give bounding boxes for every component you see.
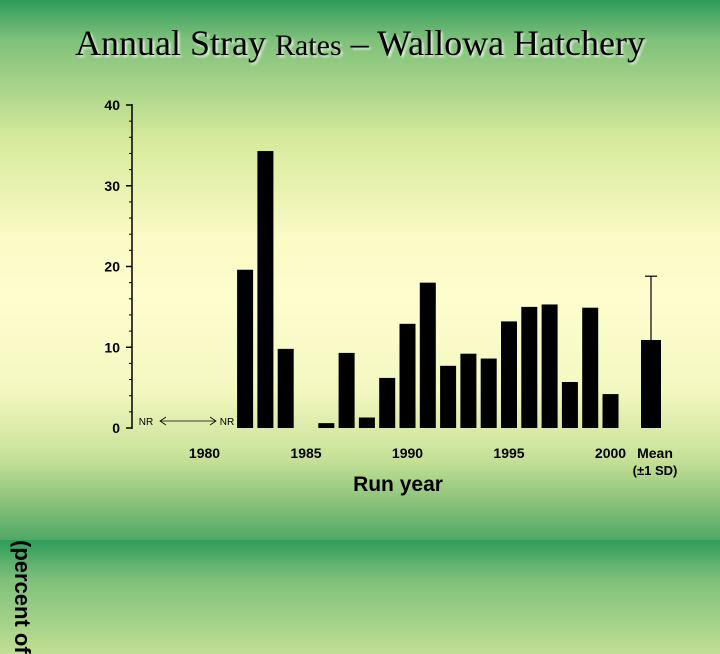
bar-1987: [338, 352, 355, 428]
mean-bar-group: Mean (±1 SD): [633, 275, 678, 478]
nr-label-right: NR: [220, 417, 234, 428]
x-axis-ticks: 1980 1985 1990 1995 2000: [189, 445, 626, 461]
bar-1982: [237, 269, 254, 428]
x-tick-label: 1995: [493, 445, 524, 461]
bar-1991: [419, 282, 436, 428]
nr-arrow-head-left: [159, 416, 167, 426]
y-axis-ticks: 0 10 20 30 40: [104, 97, 132, 436]
bar-1992: [440, 365, 457, 428]
bars: [237, 151, 619, 428]
mean-bar: [641, 339, 661, 428]
x-tick-label: 1990: [392, 445, 423, 461]
mean-sd-label: (±1 SD): [633, 463, 678, 478]
bar-2000: [602, 394, 619, 428]
nr-annotation: NR NR: [139, 416, 234, 428]
bar-1988: [358, 417, 375, 428]
mean-label: Mean: [637, 445, 673, 461]
y-axis-label: (percent of: [10, 540, 35, 654]
x-tick-label: 2000: [595, 445, 626, 461]
nr-label-left: NR: [139, 417, 153, 428]
bar-1984: [277, 348, 294, 428]
bar-1995: [501, 321, 517, 428]
bar-1989: [379, 377, 396, 428]
title-part-1: Annual Stray: [75, 23, 266, 63]
bar-chart: 0 10 20 30 40 1980 1985 1990 1995 2000 NR NR Mean…: [104, 97, 678, 496]
bar-1997: [541, 304, 558, 428]
y-tick-label: 30: [104, 178, 120, 194]
x-axis-label: Run year: [353, 473, 443, 496]
bar-1983: [257, 151, 274, 428]
slide-title: Annual Stray Rates – Wallowa Hatchery: [0, 22, 720, 64]
bar-1993: [460, 353, 477, 428]
bar-1996: [521, 306, 538, 428]
title-part-3: – Wallowa Hatchery: [350, 23, 645, 63]
bar-1999: [582, 307, 599, 428]
bar-1990: [399, 323, 416, 428]
title-part-2: Rates: [274, 29, 342, 62]
y-tick-label: 0: [112, 420, 120, 436]
bar-1986: [318, 423, 335, 428]
y-tick-label: 40: [104, 97, 120, 113]
x-tick-label: 1980: [189, 445, 220, 461]
nr-arrow-head-right: [209, 416, 217, 426]
y-tick-label: 20: [104, 259, 120, 275]
y-tick-label: 10: [104, 339, 120, 355]
bar-1994: [480, 358, 497, 428]
x-tick-label: 1985: [290, 445, 321, 461]
bar-1998: [561, 381, 578, 428]
